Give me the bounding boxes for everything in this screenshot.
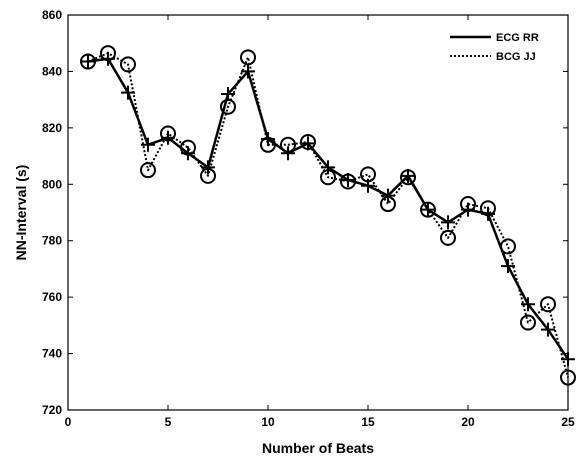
data-point-bcg-jj: [360, 166, 376, 183]
data-point-bcg-jj: [340, 173, 356, 190]
x-tick-label: 5: [165, 415, 172, 429]
data-point-bcg-jj: [80, 53, 96, 70]
data-point-bcg-jj: [200, 167, 216, 184]
y-tick-label: 860: [42, 8, 62, 22]
plot-area-frame: [67, 14, 569, 411]
data-point-bcg-jj: [220, 98, 236, 115]
x-tick-label: 20: [461, 415, 475, 429]
data-point-ecg-rr: [221, 87, 235, 101]
y-tick-label: 840: [42, 64, 62, 78]
data-point-ecg-rr: [81, 54, 95, 69]
x-tick-label: 10: [261, 415, 275, 429]
legend-box: [443, 26, 558, 64]
x-tick-label: 15: [361, 415, 375, 429]
data-point-bcg-jj: [180, 139, 196, 156]
data-point-bcg-jj: [320, 169, 336, 186]
series-line-ecg-rr: [87, 57, 570, 360]
data-point-ecg-rr: [241, 64, 255, 79]
data-point-bcg-jj: [460, 196, 476, 213]
ticks-layer: 0 5 10 15 20 25 720 740 760 780 800 820 840 860: [42, 8, 575, 429]
data-point-bcg-jj: [240, 49, 256, 66]
data-point-bcg-jj: [120, 56, 136, 73]
series-layer: [80, 45, 576, 386]
data-point-bcg-jj: [380, 196, 396, 213]
x-axis-title: Number of Beats: [262, 440, 374, 456]
data-point-ecg-rr: [521, 297, 535, 312]
y-tick-label: 800: [42, 177, 62, 191]
data-point-bcg-jj: [400, 169, 416, 186]
data-point-ecg-rr: [501, 259, 515, 274]
data-point-bcg-jj: [100, 45, 116, 62]
data-point-bcg-jj: [480, 200, 496, 217]
series-line-bcg-jj: [87, 52, 569, 378]
y-tick-label: 720: [42, 403, 62, 417]
data-point-ecg-rr: [441, 215, 455, 230]
data-point-bcg-jj: [520, 314, 536, 331]
data-point-bcg-jj: [420, 201, 436, 218]
legend-label-ecg-rr: ECG RR: [496, 32, 539, 44]
x-tick-label: 0: [65, 415, 72, 429]
data-point-ecg-rr: [141, 137, 155, 152]
data-point-ecg-rr: [321, 160, 335, 175]
data-point-bcg-jj: [260, 136, 276, 153]
data-point-bcg-jj: [540, 296, 556, 313]
data-point-bcg-jj: [500, 238, 516, 255]
y-tick-label: 760: [42, 290, 62, 304]
data-point-bcg-jj: [440, 229, 456, 246]
series-ecg-rr: [81, 51, 575, 367]
data-point-ecg-rr: [541, 322, 555, 337]
data-point-bcg-jj: [160, 125, 176, 142]
series-bcg-jj: [80, 45, 576, 386]
data-point-bcg-jj: [140, 162, 156, 179]
legend: ECG RR BCG JJ: [443, 26, 558, 64]
data-point-ecg-rr: [281, 146, 295, 161]
y-axis-title: NN-Interval (s): [13, 165, 29, 261]
data-point-ecg-rr: [201, 160, 215, 175]
x-tick-label: 25: [561, 415, 575, 429]
y-tick-label: 820: [42, 121, 62, 135]
y-tick-label: 740: [42, 347, 62, 361]
data-point-bcg-jj: [280, 136, 296, 153]
data-point-bcg-jj: [300, 133, 316, 150]
legend-label-bcg-jj: BCG JJ: [496, 51, 536, 63]
y-tick-label: 780: [42, 234, 62, 248]
